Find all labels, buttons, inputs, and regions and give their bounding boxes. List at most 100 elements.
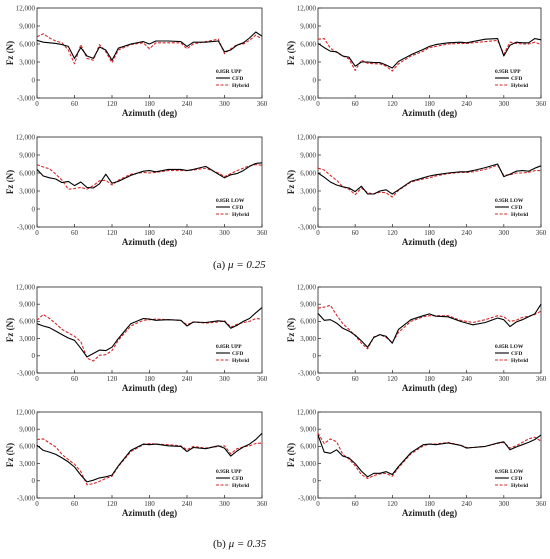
y-tick-label: 12,000	[297, 4, 317, 12]
x-tick-label: 240	[182, 500, 193, 508]
y-tick-label: 0	[313, 352, 317, 360]
x-tick-label: 300	[219, 229, 230, 237]
y-axis-label: Fz (N)	[286, 318, 296, 342]
x-tick-label: 240	[461, 100, 472, 108]
x-tick-label: 60	[71, 229, 79, 237]
plot-frame	[36, 136, 263, 228]
x-tick-label: 240	[461, 375, 472, 383]
x-tick-label: 180	[424, 229, 435, 237]
y-tick-label: 9,000	[300, 151, 316, 159]
y-tick-label: 6,000	[300, 169, 316, 177]
caption-a-mu: μ = 0.25	[227, 259, 266, 271]
y-tick-label: 6,000	[300, 443, 316, 451]
x-tick-label: 120	[387, 100, 398, 108]
x-tick-label: 360	[257, 100, 268, 108]
y-tick-label: 0	[313, 76, 317, 84]
x-tick-label: 300	[499, 500, 510, 508]
y-axis-label: Fz (N)	[5, 443, 15, 467]
y-tick-label: 3,000	[19, 187, 35, 195]
y-tick-label: 3,000	[300, 58, 316, 66]
y-tick-label: -3,000	[17, 494, 36, 502]
plot-frame	[36, 7, 263, 99]
y-tick-label: 9,000	[300, 22, 316, 30]
legend-label-cfd: CFD	[511, 205, 522, 211]
x-axis-label: Azimuth (deg)	[402, 237, 457, 247]
x-tick-label: 0	[316, 375, 320, 383]
y-tick-label: 6,000	[300, 318, 316, 326]
legend-title: 0.85R UPP	[216, 344, 242, 350]
legend-label-cfd: CFD	[232, 205, 243, 211]
series-line-cfd	[317, 163, 542, 195]
x-tick-label: 120	[387, 375, 398, 383]
y-tick-label: -3,000	[298, 494, 317, 502]
x-tick-label: 0	[35, 229, 39, 237]
y-tick-label: 12,000	[16, 4, 36, 12]
y-tick-label: 9,000	[300, 426, 316, 434]
x-tick-label: 300	[219, 500, 230, 508]
legend-label-cfd: CFD	[511, 76, 522, 82]
x-tick-label: 60	[352, 100, 360, 108]
x-tick-label: 0	[35, 100, 39, 108]
legend-label-hybrid: Hybrid	[232, 483, 249, 489]
y-tick-label: -3,000	[298, 94, 317, 102]
y-tick-label: 9,000	[300, 301, 316, 309]
y-tick-label: 12,000	[16, 133, 36, 141]
y-tick-label: 3,000	[300, 187, 316, 195]
x-tick-label: 120	[107, 100, 118, 108]
y-tick-label: 3,000	[19, 460, 35, 468]
series-line-hybrid	[36, 164, 263, 190]
x-tick-label: 360	[536, 229, 547, 237]
series-line-cfd	[36, 31, 263, 61]
legend-label-hybrid: Hybrid	[511, 358, 528, 364]
legend-label-cfd: CFD	[232, 76, 243, 82]
y-tick-label: -3,000	[17, 94, 36, 102]
series-line-cfd	[36, 162, 263, 189]
legend-title: 0.95R LOW	[495, 469, 524, 475]
legend-title: 0.85R LOW	[495, 344, 524, 350]
x-axis-label: Azimuth (deg)	[402, 508, 457, 518]
y-tick-label: 9,000	[19, 151, 35, 159]
y-tick-label: 6,000	[300, 40, 316, 48]
caption-b-label: (b)	[213, 538, 226, 550]
x-tick-label: 180	[144, 229, 155, 237]
legend-label-cfd: CFD	[511, 476, 522, 482]
y-tick-label: -3,000	[17, 223, 36, 231]
x-tick-label: 180	[144, 100, 155, 108]
y-tick-label: -3,000	[298, 223, 317, 231]
y-tick-label: 0	[32, 352, 36, 360]
x-tick-label: 180	[424, 100, 435, 108]
x-tick-label: 120	[107, 229, 118, 237]
x-tick-label: 60	[352, 375, 360, 383]
legend-title: 0.85R UPP	[216, 69, 242, 75]
x-tick-label: 0	[316, 229, 320, 237]
x-axis-label: Azimuth (deg)	[122, 237, 177, 247]
series-line-hybrid	[317, 38, 542, 72]
series-line-hybrid	[317, 164, 541, 198]
plot-frame	[317, 136, 542, 228]
y-tick-label: -3,000	[298, 369, 317, 377]
series-line-cfd	[317, 303, 542, 348]
y-axis-label: Fz (N)	[286, 170, 296, 194]
legend-label-hybrid: Hybrid	[511, 212, 528, 218]
x-axis-label: Azimuth (deg)	[402, 383, 457, 393]
y-axis-label: Fz (N)	[5, 170, 15, 194]
x-tick-label: 180	[424, 500, 435, 508]
caption-a-label: (a)	[213, 259, 226, 271]
y-tick-label: 3,000	[300, 335, 316, 343]
legend-label-hybrid: Hybrid	[232, 358, 249, 364]
x-tick-label: 360	[536, 100, 547, 108]
x-tick-label: 60	[71, 100, 79, 108]
x-tick-label: 300	[219, 100, 230, 108]
x-tick-label: 240	[182, 100, 193, 108]
series-line-cfd	[36, 432, 263, 483]
x-tick-label: 240	[461, 500, 472, 508]
